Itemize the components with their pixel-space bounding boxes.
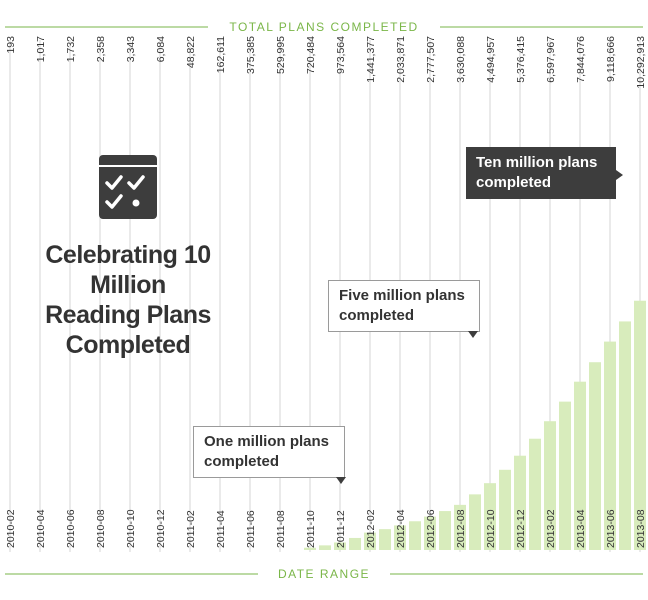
bar-month-20 <box>304 547 316 550</box>
date-label-2012-06: 2012-06 <box>425 509 437 548</box>
annotation-one-million-text: One million plans completed <box>204 433 330 470</box>
date-label-2013-02: 2013-02 <box>545 509 557 548</box>
value-label-2013-06: 9,118,666 <box>605 36 617 82</box>
value-labels: 193 1,017 1,732 2,358 3,343 6,084 48,822 162,61… <box>5 36 647 89</box>
value-label-2012-06: 2,777,507 <box>425 36 437 83</box>
bar-month-26 <box>394 525 406 550</box>
bar-month-27 <box>409 521 421 550</box>
value-label-2011-02: 48,822 <box>185 36 197 68</box>
bar-month-32 <box>484 483 496 550</box>
bar-month-21 <box>319 545 331 550</box>
annotation-ten-million-text: Ten million plans completed <box>476 154 598 191</box>
bar-month-38 <box>574 381 586 550</box>
date-label-2011-04: 2011-04 <box>215 510 227 548</box>
value-label-2011-10: 720,484 <box>305 36 317 74</box>
value-label-2013-04: 7,844,076 <box>575 36 587 83</box>
bar-month-31 <box>469 494 481 550</box>
bar-month-23 <box>349 537 361 550</box>
bar-month-22 <box>334 542 346 550</box>
bar-month-25 <box>379 529 391 550</box>
annotation-five-million-text: Five million plans completed <box>339 287 465 324</box>
value-label-2012-12: 5,376,415 <box>515 36 527 83</box>
value-label-2010-08: 2,358 <box>95 36 107 62</box>
value-label-2013-08: 10,292,913 <box>635 36 647 89</box>
bar-month-24 <box>364 532 376 550</box>
date-label-2010-06: 2010-06 <box>65 509 77 548</box>
value-label-2012-04: 2,033,871 <box>395 36 407 83</box>
date-label-2010-08: 2010-08 <box>95 509 107 548</box>
date-label-2013-08: 2013-08 <box>635 509 647 548</box>
value-label-2012-10: 4,494,957 <box>485 36 497 83</box>
annotation-five-million: Five million plans completed <box>328 280 480 338</box>
bar-month-41 <box>619 321 631 550</box>
value-label-2012-08: 3,630,088 <box>455 36 467 83</box>
bar-month-28 <box>424 516 436 550</box>
bar-month-39 <box>589 362 601 550</box>
date-label-2010-04: 2010-04 <box>35 509 47 548</box>
value-label-2012-02: 1,441,377 <box>365 36 377 83</box>
value-label-2013-02: 6,597,967 <box>545 36 557 83</box>
value-label-2010-02: 193 <box>5 36 17 54</box>
date-labels: 2010-02 2010-04 2010-06 2010-08 2010-10 2010-… <box>5 509 647 548</box>
x-axis-title: DATE RANGE <box>278 567 370 581</box>
bar-series <box>304 300 646 550</box>
annotation-one-million-pointer <box>336 477 346 484</box>
annotation-one-million: One million plans completed <box>193 426 346 484</box>
value-label-2010-04: 1,017 <box>35 36 47 62</box>
value-label-2010-10: 3,343 <box>125 36 137 62</box>
calendar-check-icon <box>99 155 157 219</box>
date-label-2012-08: 2012-08 <box>455 509 467 548</box>
annotation-five-million-pointer <box>468 331 478 338</box>
bar-month-36 <box>544 421 556 550</box>
bar-month-29 <box>439 511 451 550</box>
date-label-2011-02: 2011-02 <box>185 510 197 548</box>
date-label-2013-04: 2013-04 <box>575 509 587 548</box>
value-label-2011-04: 162,611 <box>215 36 227 73</box>
bar-month-35 <box>529 438 541 550</box>
value-label-2011-12: 973,564 <box>335 36 347 74</box>
date-label-2012-02: 2012-02 <box>365 509 377 548</box>
date-label-2013-06: 2013-06 <box>605 509 617 548</box>
chart-title: TOTAL PLANS COMPLETED <box>229 20 418 34</box>
value-label-2010-06: 1,732 <box>65 36 77 62</box>
value-label-2011-06: 375,385 <box>245 36 257 74</box>
bar-month-37 <box>559 401 571 550</box>
date-label-2012-04: 2012-04 <box>395 509 407 548</box>
annotation-ten-million: Ten million plans completed <box>466 147 623 199</box>
bar-month-42 <box>634 300 646 550</box>
date-label-2011-10: 2011-10 <box>305 510 317 548</box>
annotation-ten-million-pointer <box>616 170 623 180</box>
value-label-2010-12: 6,084 <box>155 36 167 62</box>
date-label-2012-12: 2012-12 <box>515 509 527 548</box>
bar-month-34 <box>514 455 526 550</box>
bar-month-33 <box>499 469 511 550</box>
date-label-2011-12: 2011-12 <box>335 510 347 548</box>
bar-month-40 <box>604 341 616 550</box>
date-label-2011-06: 2011-06 <box>245 510 257 548</box>
date-label-2011-08: 2011-08 <box>275 510 287 548</box>
bar-month-30 <box>454 504 466 550</box>
date-label-2010-02: 2010-02 <box>5 509 17 548</box>
date-label-2010-10: 2010-10 <box>125 509 137 548</box>
value-label-2011-08: 529,995 <box>275 36 287 74</box>
date-label-2010-12: 2010-12 <box>155 509 167 548</box>
date-label-2012-10: 2012-10 <box>485 509 497 548</box>
headline: Celebrating 10 Million Reading Plans Com… <box>45 241 211 359</box>
